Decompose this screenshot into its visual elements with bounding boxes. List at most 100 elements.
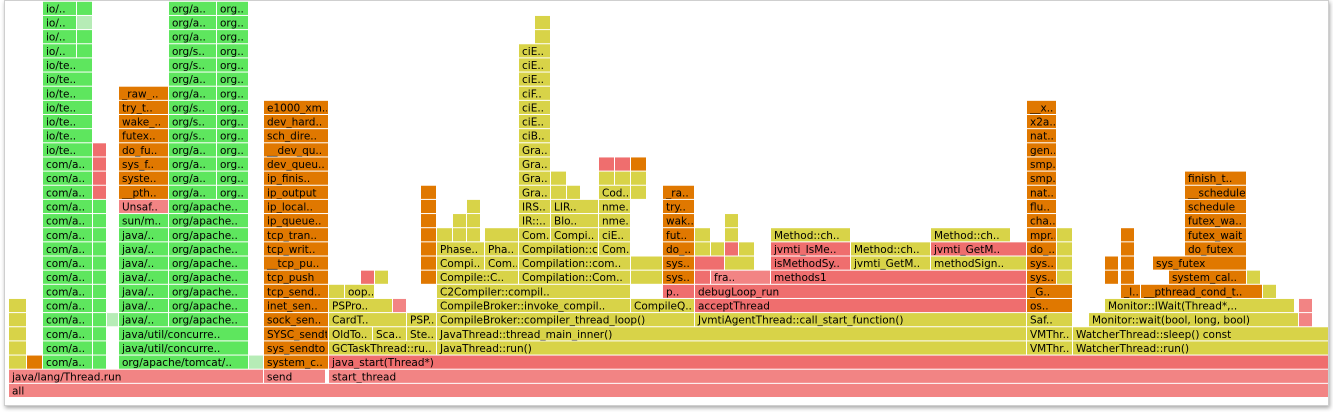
flame-frame[interactable] <box>1121 228 1134 242</box>
flame-frame[interactable] <box>711 242 724 256</box>
flame-frame[interactable] <box>93 214 106 228</box>
flame-frame[interactable]: org/apache/tomcat/.. <box>119 355 248 370</box>
flame-frame[interactable]: java/.. <box>119 256 168 271</box>
flame-frame[interactable] <box>393 298 406 313</box>
flame-frame[interactable]: start_thread <box>329 369 1328 384</box>
flame-frame[interactable] <box>9 341 26 355</box>
flame-frame[interactable] <box>93 298 106 313</box>
flame-frame[interactable]: Method::ch.. <box>851 242 930 256</box>
flame-frame[interactable] <box>421 256 436 270</box>
flame-frame[interactable]: GCTaskThread::ru.. <box>329 341 436 355</box>
flame-frame[interactable] <box>93 270 106 284</box>
flame-frame[interactable] <box>695 256 724 270</box>
flame-frame[interactable]: io/te.. <box>43 129 92 143</box>
flame-frame[interactable] <box>329 284 344 298</box>
flame-frame[interactable]: ciE.. <box>519 115 550 129</box>
flame-frame[interactable]: sun/m.. <box>119 214 168 228</box>
flame-frame[interactable]: sys.. <box>663 270 694 285</box>
flame-frame[interactable]: Phase.. <box>437 242 484 256</box>
flame-frame[interactable]: com/a.. <box>43 214 92 228</box>
flame-frame[interactable]: ciB.. <box>519 129 550 143</box>
flame-frame[interactable]: e1000_xm.. <box>264 100 329 115</box>
flame-frame[interactable] <box>437 228 452 242</box>
flame-frame[interactable]: java/.. <box>119 284 168 299</box>
flame-frame[interactable] <box>77 1 92 15</box>
flame-frame[interactable] <box>453 228 466 242</box>
flame-frame[interactable] <box>9 298 26 313</box>
flame-frame[interactable]: org/apache.. <box>169 256 248 271</box>
flame-frame[interactable] <box>27 355 42 369</box>
flame-frame[interactable] <box>93 355 106 369</box>
flame-frame[interactable]: org.. <box>217 115 248 129</box>
flame-frame[interactable]: CardT.. <box>329 313 406 327</box>
flame-frame[interactable]: Compilation::com.. <box>519 256 630 271</box>
flame-frame[interactable]: syste.. <box>119 171 168 186</box>
flame-frame[interactable] <box>107 313 118 327</box>
flame-frame[interactable]: _raw_.. <box>119 86 168 101</box>
flame-frame[interactable] <box>599 157 614 171</box>
flame-frame[interactable]: Gra.. <box>519 157 550 171</box>
flame-frame[interactable]: JavaThread::run() <box>437 341 1026 355</box>
flame-frame[interactable] <box>1057 270 1072 284</box>
flame-frame[interactable]: com/a.. <box>43 242 92 256</box>
flame-frame[interactable]: gen.. <box>1027 143 1056 157</box>
flame-frame[interactable] <box>615 171 630 185</box>
flame-frame[interactable]: java/.. <box>119 298 168 313</box>
flame-frame[interactable]: io/te.. <box>43 58 92 72</box>
flame-frame[interactable] <box>725 214 738 228</box>
flame-frame[interactable] <box>421 214 436 228</box>
flame-frame[interactable]: ip_local.. <box>264 199 328 214</box>
flame-frame[interactable] <box>421 242 436 256</box>
flame-frame[interactable]: org/a.. <box>169 86 216 101</box>
flame-frame[interactable]: do_.. <box>1027 242 1056 256</box>
flame-frame[interactable]: sys.. <box>1027 270 1056 285</box>
flame-frame[interactable]: methods1 <box>771 270 1026 285</box>
flame-frame[interactable]: system_c.. <box>264 355 328 370</box>
flame-frame[interactable] <box>739 242 754 256</box>
flame-frame[interactable]: com/a.. <box>43 355 92 370</box>
flame-frame[interactable]: jvmti_IsMe.. <box>771 242 850 256</box>
flame-frame[interactable]: nme.. <box>599 199 632 214</box>
flame-frame[interactable]: sys_f.. <box>119 157 168 171</box>
flame-frame[interactable]: org.. <box>217 44 248 58</box>
flame-frame[interactable]: Unsaf.. <box>119 199 168 214</box>
flame-frame[interactable] <box>453 214 466 228</box>
flame-frame[interactable]: org/a.. <box>169 185 216 200</box>
flame-frame[interactable] <box>615 157 630 171</box>
flame-frame[interactable] <box>695 270 710 284</box>
flame-frame[interactable]: jvmti_GetM.. <box>851 256 930 271</box>
flame-frame[interactable]: all <box>9 383 1328 398</box>
flame-frame[interactable]: com/a.. <box>43 157 92 171</box>
flame-frame[interactable]: nme.. <box>599 214 632 228</box>
flame-frame[interactable]: org/a.. <box>169 171 216 186</box>
flame-frame[interactable]: Gra.. <box>519 171 550 186</box>
flame-frame[interactable]: org/apache.. <box>169 242 248 256</box>
flame-frame[interactable]: com/a.. <box>43 341 92 355</box>
flame-frame[interactable]: PSPro.. <box>329 298 392 313</box>
flame-frame[interactable]: com/a.. <box>43 298 92 313</box>
flame-frame[interactable]: ciF.. <box>519 86 550 101</box>
flame-frame[interactable]: io/te.. <box>43 86 92 101</box>
flame-frame[interactable]: org/apache.. <box>169 228 248 242</box>
flame-frame[interactable] <box>631 157 646 171</box>
flame-frame[interactable]: nat.. <box>1027 185 1056 200</box>
flame-frame[interactable]: tcp_push <box>264 270 328 285</box>
flame-frame[interactable]: ciE.. <box>519 72 550 87</box>
flame-frame[interactable]: org/s.. <box>169 129 216 143</box>
flame-frame[interactable] <box>93 171 106 185</box>
flame-frame[interactable] <box>535 15 550 30</box>
flame-frame[interactable] <box>485 228 518 242</box>
flame-frame[interactable]: com/a.. <box>43 228 92 242</box>
flame-frame[interactable]: org/apache.. <box>169 298 248 313</box>
flame-frame[interactable] <box>467 228 480 242</box>
flame-frame[interactable]: com/a.. <box>43 284 92 299</box>
flame-frame[interactable]: io/.. <box>43 44 76 58</box>
flame-frame[interactable]: Saf.. <box>1027 313 1072 327</box>
flame-frame[interactable]: WatcherThread::sleep() const <box>1073 327 1328 341</box>
flame-frame[interactable]: com/a.. <box>43 270 92 285</box>
flame-frame[interactable]: tcp_send.. <box>264 284 328 299</box>
flame-frame[interactable] <box>421 199 436 214</box>
flame-frame[interactable]: sys.. <box>1027 256 1056 271</box>
flame-frame[interactable] <box>631 171 646 185</box>
flame-frame[interactable] <box>249 355 263 369</box>
